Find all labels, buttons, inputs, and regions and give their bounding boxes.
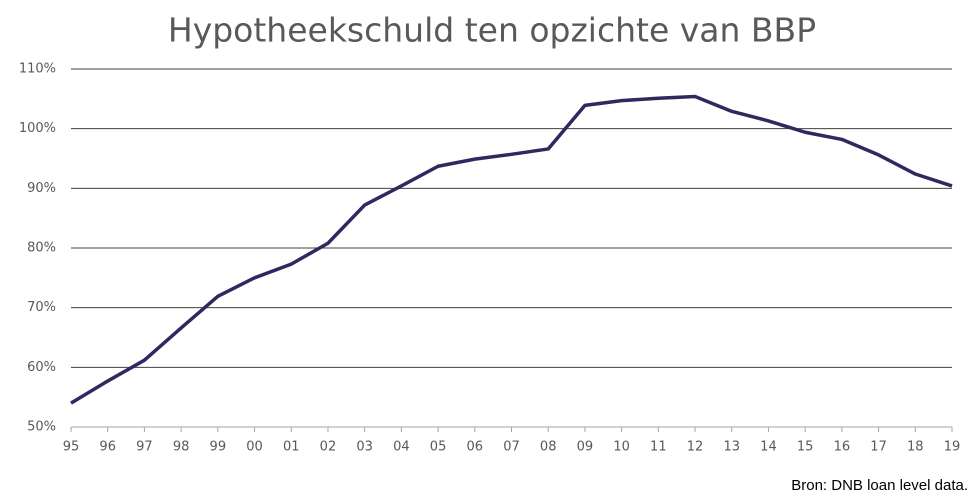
- x-tick-label: 02: [320, 440, 337, 455]
- x-tick-label: 10: [613, 440, 630, 455]
- x-tick-label: 16: [834, 440, 851, 455]
- chart-title: Hypotheekschuld ten opzichte van BBP: [168, 11, 816, 50]
- y-tick-label: 50%: [27, 420, 56, 435]
- x-tick-label: 97: [136, 440, 153, 455]
- x-tick-label: 18: [907, 440, 924, 455]
- x-tick-label: 98: [173, 440, 190, 455]
- y-tick-label: 110%: [19, 62, 56, 77]
- x-tick-label: 12: [687, 440, 704, 455]
- x-tick-label: 06: [467, 440, 484, 455]
- y-tick-label: 90%: [27, 181, 56, 196]
- x-tick-label: 95: [63, 440, 80, 455]
- x-tick-label: 00: [246, 440, 263, 455]
- x-tick-label: 14: [760, 440, 777, 455]
- source-note: Bron: DNB loan level data.: [791, 477, 968, 494]
- data-line: [70, 94, 953, 405]
- y-tick-label: 70%: [27, 300, 56, 315]
- x-tick-label: 08: [540, 440, 557, 455]
- x-tick-label: 01: [283, 440, 300, 455]
- x-tick-label: 09: [577, 440, 594, 455]
- y-tick-label: 80%: [27, 241, 56, 256]
- x-tick-label: 07: [503, 440, 520, 455]
- x-tick-label: 15: [797, 440, 814, 455]
- x-tick-label: 11: [650, 440, 667, 455]
- y-tick-label: 100%: [19, 121, 56, 136]
- x-tick-label: 05: [430, 440, 447, 455]
- x-tick-label: 13: [723, 440, 740, 455]
- x-tick-label: 03: [356, 440, 373, 455]
- x-tick-label: 19: [944, 440, 961, 455]
- x-tick-label: 96: [99, 440, 116, 455]
- y-tick-label: 60%: [27, 360, 56, 375]
- x-tick-label: 99: [210, 440, 227, 455]
- x-tick-label: 04: [393, 440, 410, 455]
- x-tick-label: 17: [870, 440, 887, 455]
